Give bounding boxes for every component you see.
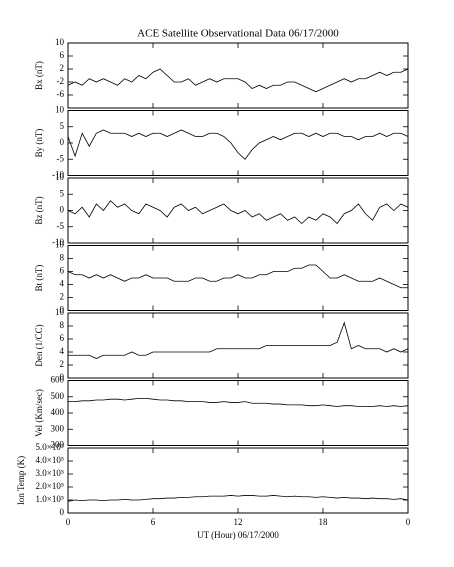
y-tick-label: 4: [60, 279, 65, 289]
panel-frame: [67, 110, 409, 176]
x-tick-label: 18: [319, 517, 329, 527]
y-tick-label: -10: [52, 237, 64, 247]
y-tick-label: 8: [60, 320, 65, 330]
y-tick-label: 5: [60, 121, 65, 131]
y-tick-label: 2: [60, 359, 65, 369]
y-tick-label: -10: [52, 170, 64, 180]
data-line: [67, 200, 409, 225]
y-tick-label: -5: [57, 221, 65, 231]
y-axis-label: Den (1/CC): [34, 324, 44, 366]
y-tick-label: 0: [60, 137, 65, 147]
y-axis-label: Vel (Km/sec): [34, 389, 44, 437]
data-line: [67, 264, 408, 289]
x-tick-label: 0: [406, 517, 411, 527]
chart-title: ACE Satellite Observational Data 06/17/2…: [137, 28, 339, 40]
y-axis-label: Bx (nT): [34, 61, 44, 90]
y-tick-label: 5: [60, 188, 65, 198]
y-tick-label: 10: [55, 37, 65, 47]
data-line: [67, 129, 409, 160]
y-tick-label: 400: [51, 407, 65, 417]
x-tick-label: 12: [234, 517, 243, 527]
x-tick-label: 6: [151, 517, 156, 527]
y-tick-label: -5: [57, 153, 65, 163]
data-line: [68, 321, 409, 359]
y-tick-label: 1.0×10⁵: [36, 494, 64, 504]
y-tick-label: 0: [60, 305, 65, 315]
y-tick-label: 5.0×10⁵: [36, 442, 64, 452]
panel-frame: [67, 312, 409, 379]
panel-frame: [67, 177, 409, 244]
y-tick-label: 6: [60, 333, 65, 343]
y-tick-label: 4: [60, 346, 65, 356]
data-line: [67, 68, 409, 93]
y-tick-label: 600: [51, 375, 65, 385]
y-tick-label: 4.0×10⁵: [36, 455, 64, 465]
data-line: [68, 397, 409, 407]
y-tick-label: 200: [51, 440, 65, 450]
panel-frame: [67, 42, 409, 109]
x-tick-label: 0: [66, 517, 71, 527]
y-tick-label: 10: [55, 307, 65, 317]
y-tick-label: 2: [60, 292, 65, 302]
y-tick-label: 0: [60, 507, 65, 517]
y-tick-label: 300: [51, 423, 65, 433]
y-tick-label: 10: [55, 240, 65, 250]
y-axis-label: Ion Temp (K): [16, 456, 26, 505]
y-axis-label: By (nT): [34, 129, 44, 158]
y-tick-label: -6: [57, 89, 65, 99]
y-tick-label: 10: [55, 105, 65, 115]
y-axis-label: Bt (nT): [34, 265, 44, 292]
y-axis-label: Bz (nT): [34, 196, 44, 224]
y-tick-label: 6: [60, 50, 65, 60]
panel-frame: [67, 245, 409, 311]
y-tick-label: 0: [60, 372, 65, 382]
x-axis-label: UT (Hour) 06/17/2000: [197, 530, 279, 540]
y-tick-label: 3.0×10⁵: [36, 468, 64, 478]
panel-frame: [67, 380, 409, 446]
panel-frame: [67, 447, 409, 514]
y-tick-label: 2: [60, 63, 65, 73]
y-tick-label: -2: [57, 76, 65, 86]
y-tick-label: 10: [55, 172, 65, 182]
y-tick-label: 6: [60, 266, 65, 276]
y-tick-label: 500: [51, 391, 65, 401]
y-tick-label: 2.0×10⁵: [36, 481, 64, 491]
y-tick-label: 0: [60, 205, 65, 215]
data-line: [67, 495, 409, 502]
y-tick-label: 8: [60, 253, 65, 263]
